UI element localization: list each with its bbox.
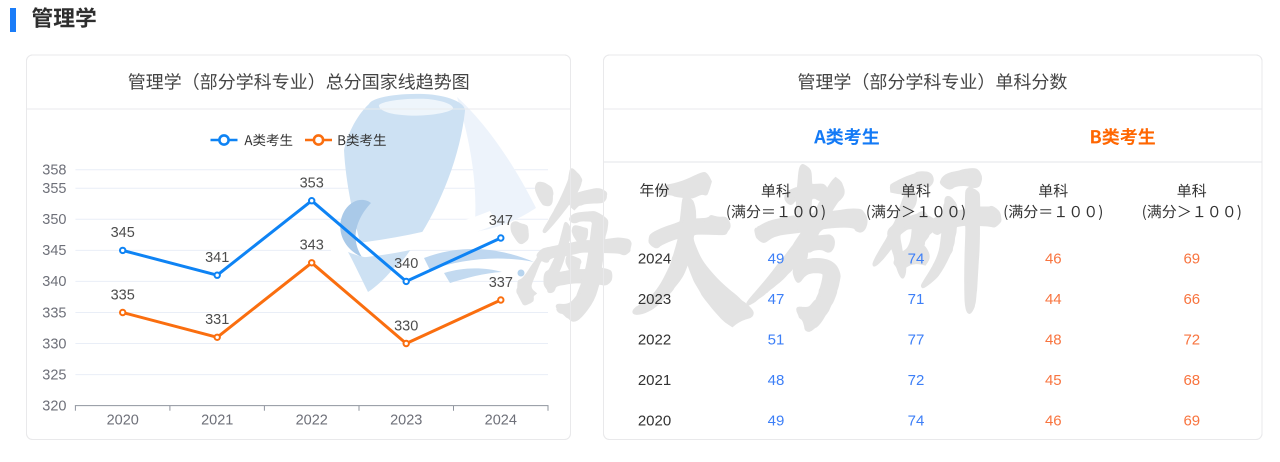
svg-text:330: 330 [394,318,418,334]
svg-text:74: 74 [908,412,925,429]
svg-text:345: 345 [42,243,66,259]
svg-text:69: 69 [1183,250,1200,267]
svg-text:66: 66 [1183,291,1200,308]
svg-text:337: 337 [489,275,513,291]
svg-text:331: 331 [205,312,229,328]
svg-text:2023: 2023 [638,291,671,308]
svg-text:2023: 2023 [390,412,422,428]
svg-text:51: 51 [768,331,785,348]
svg-text:46: 46 [1045,250,1062,267]
svg-text:345: 345 [111,225,135,241]
svg-text:341: 341 [205,250,229,266]
svg-text:72: 72 [1183,331,1200,348]
svg-text:69: 69 [1183,412,1200,429]
svg-text:335: 335 [111,287,135,303]
svg-text:325: 325 [42,367,66,383]
svg-text:44: 44 [1045,291,1062,308]
svg-text:2020: 2020 [638,412,671,429]
svg-text:353: 353 [300,176,324,192]
svg-text:2022: 2022 [296,412,328,428]
svg-text:72: 72 [908,372,925,389]
svg-text:49: 49 [768,412,785,429]
svg-text:330: 330 [42,336,66,352]
svg-text:340: 340 [42,274,66,290]
svg-text:71: 71 [908,291,925,308]
svg-text:347: 347 [489,213,513,229]
svg-text:358: 358 [42,163,66,179]
svg-text:343: 343 [300,238,324,254]
svg-text:2021: 2021 [638,372,671,389]
svg-text:2021: 2021 [201,412,233,428]
svg-text:49: 49 [768,250,785,267]
svg-text:355: 355 [42,181,66,197]
svg-text:2024: 2024 [485,412,517,428]
svg-text:340: 340 [394,256,418,272]
svg-text:2020: 2020 [107,412,139,428]
svg-text:2022: 2022 [638,331,671,348]
svg-text:74: 74 [908,250,925,267]
svg-text:77: 77 [908,331,925,348]
svg-text:47: 47 [768,291,785,308]
svg-text:45: 45 [1045,372,1062,389]
svg-text:320: 320 [42,398,66,414]
svg-text:335: 335 [42,305,66,321]
svg-text:48: 48 [1045,331,1062,348]
svg-text:46: 46 [1045,412,1062,429]
svg-text:2024: 2024 [638,250,671,267]
svg-text:350: 350 [42,212,66,228]
svg-text:48: 48 [768,372,785,389]
svg-text:68: 68 [1183,372,1200,389]
